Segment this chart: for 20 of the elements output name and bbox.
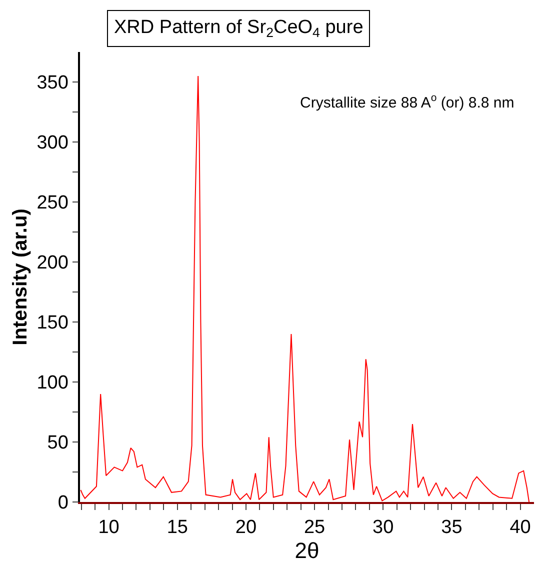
x-tick-label: 35	[441, 516, 462, 538]
x-tick-label: 25	[304, 516, 326, 538]
x-tick-label: 20	[235, 516, 257, 538]
line-series	[80, 76, 530, 502]
y-tick-label: 250	[36, 192, 68, 214]
y-tick-label: 50	[47, 432, 68, 454]
y-tick-label: 350	[36, 72, 68, 94]
x-tick-label: 10	[98, 516, 120, 538]
y-tick-label: 200	[36, 252, 68, 274]
annotation: Crystallite size 88 A$^{o}$ (or) 8.8 nm	[300, 92, 514, 112]
y-tick-label: 150	[36, 312, 68, 334]
chart-title: XRD Pattern of Sr$_{2}$CeO$_{4}$ pure	[114, 17, 364, 40]
y-tick-label: 300	[36, 132, 68, 154]
x-tick-label: 30	[372, 516, 394, 538]
y-tick-label: 100	[36, 372, 68, 394]
x-tick-label: 15	[166, 516, 188, 538]
x-tick-label: 40	[510, 516, 531, 538]
y-axis-title: Intensity (ar.u)	[10, 208, 32, 346]
y-tick-label: 0	[58, 492, 68, 514]
x-axis-title: 2θ	[294, 538, 320, 564]
